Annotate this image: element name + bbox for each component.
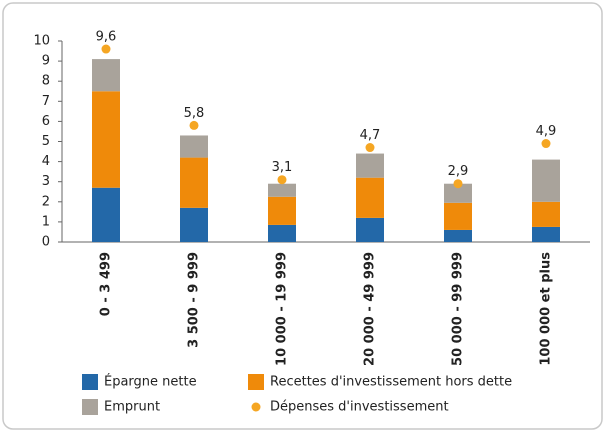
legend-swatch [248,374,264,390]
dot [189,120,199,130]
dot [453,179,463,189]
bar-segment [92,59,120,92]
legend-label: Épargne nette [104,374,197,390]
dot [365,143,375,153]
bar-segment [356,217,384,242]
bar-segment [92,187,120,242]
y-tick-label: 3 [42,174,50,189]
bar-segment [180,157,208,208]
y-tick-label: 4 [42,154,50,169]
dot [541,139,551,149]
y-tick-label: 2 [42,194,50,209]
bar-segment [532,226,560,242]
legend-swatch [82,399,98,415]
y-tick-label: 7 [42,94,50,109]
x-tick-label: 100 000 et plus [539,252,554,366]
y-tick-label: 8 [42,74,50,89]
bar-segment [180,135,208,158]
data-label: 9,6 [96,30,117,45]
x-tick-label: 0 - 3 499 [99,252,114,316]
y-tick-label: 1 [42,214,50,229]
y-tick-label: 10 [33,34,50,49]
bar-segment [444,183,472,203]
y-tick-label: 0 [42,235,50,250]
bar-segment [356,153,384,178]
y-tick-label: 6 [42,114,50,129]
dot [277,175,287,185]
bar-segment [92,91,120,188]
y-tick-label: 5 [42,134,50,149]
data-label: 4,9 [536,124,557,139]
legend-swatch [82,374,98,390]
bar-segment [444,229,472,242]
bar-segment [532,201,560,227]
bar-segment [444,202,472,230]
bar-segment [268,196,296,225]
data-label: 4,7 [360,128,381,143]
bar-segment [356,177,384,218]
x-tick-label: 3 500 - 9 999 [187,252,202,348]
dot [101,44,111,54]
legend-label: Dépenses d'investissement [270,400,449,415]
x-tick-label: 50 000 - 99 999 [451,252,466,366]
legend-label: Emprunt [104,400,160,415]
bar-segment [268,183,296,197]
legend-swatch [251,402,261,412]
x-tick-label: 20 000 - 49 999 [363,252,378,366]
x-tick-label: 10 000 - 19 999 [275,252,290,366]
data-label: 5,8 [184,106,205,121]
y-tick-label: 9 [42,54,50,69]
data-label: 2,9 [448,164,469,179]
legend-label: Recettes d'investissement hors dette [270,375,512,390]
data-label: 3,1 [272,160,293,175]
bar-segment [268,224,296,242]
bar-segment [532,159,560,202]
bar-segment [180,207,208,242]
